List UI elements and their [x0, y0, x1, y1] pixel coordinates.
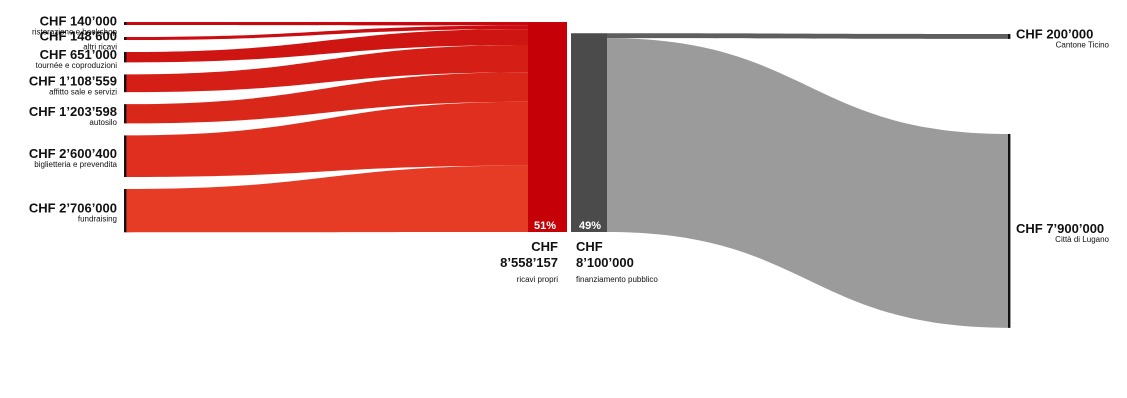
source-label-2: tournée e coproduzioni	[36, 61, 118, 70]
public-funding-bar	[571, 33, 607, 233]
public-amount-prefix: CHF	[576, 239, 603, 254]
public-label: finanziamento pubblico	[576, 275, 658, 284]
source-marker-5	[124, 135, 127, 178]
source-label-6: fundraising	[78, 215, 117, 224]
flow-5	[126, 101, 528, 178]
own-amount-prefix: CHF	[531, 239, 558, 254]
source-amount-4: CHF 1’203’598	[29, 104, 117, 119]
left-flows	[126, 22, 528, 233]
right-flows	[607, 33, 1009, 328]
target-label-0: Cantone Ticino	[1056, 40, 1110, 49]
source-marker-6	[124, 189, 127, 233]
source-marker-4	[124, 104, 127, 124]
source-label-1: altri ricavi	[83, 43, 117, 52]
source-marker-2	[124, 52, 127, 63]
source-marker-3	[124, 74, 127, 93]
source-label-0: ristorazione e bookshop	[32, 28, 117, 37]
source-amount-1: CHF 148’600	[40, 29, 117, 44]
target-label-1: Città di Lugano	[1055, 235, 1109, 244]
flow-4	[126, 72, 528, 124]
target-marker-1	[1008, 134, 1011, 328]
source-label-4: autosilo	[89, 118, 117, 127]
own-revenue-bar	[528, 22, 567, 232]
target-marker-0	[1008, 34, 1011, 39]
target-flow-1	[607, 38, 1009, 328]
source-marker-0	[124, 22, 127, 25]
own-label: ricavi propri	[517, 275, 559, 284]
own-amount: 8’558’157	[500, 255, 558, 270]
own-percent: 51%	[534, 220, 556, 232]
source-marker-1	[124, 37, 127, 40]
source-amount-3: CHF 1’108’559	[29, 73, 117, 88]
target-amount-1: CHF 7’900’000	[1016, 221, 1104, 236]
flow-6	[126, 165, 528, 233]
target-flow-0	[607, 33, 1009, 39]
flow-2	[126, 29, 528, 63]
source-amount-0: CHF 140’000	[40, 14, 117, 29]
source-amount-6: CHF 2’706’000	[29, 201, 117, 216]
source-label-3: affitto sale e servizi	[49, 87, 117, 96]
source-label-5: biglietteria e prevendita	[34, 160, 117, 169]
flow-1	[126, 25, 528, 40]
public-percent: 49%	[579, 220, 601, 232]
source-amount-2: CHF 651’000	[40, 47, 117, 62]
flow-3	[126, 45, 528, 93]
target-amount-0: CHF 200’000	[1016, 26, 1093, 41]
public-amount: 8’100’000	[576, 255, 634, 270]
bars	[124, 22, 1011, 328]
source-amount-5: CHF 2’600’400	[29, 146, 117, 161]
flow-0	[126, 22, 528, 26]
